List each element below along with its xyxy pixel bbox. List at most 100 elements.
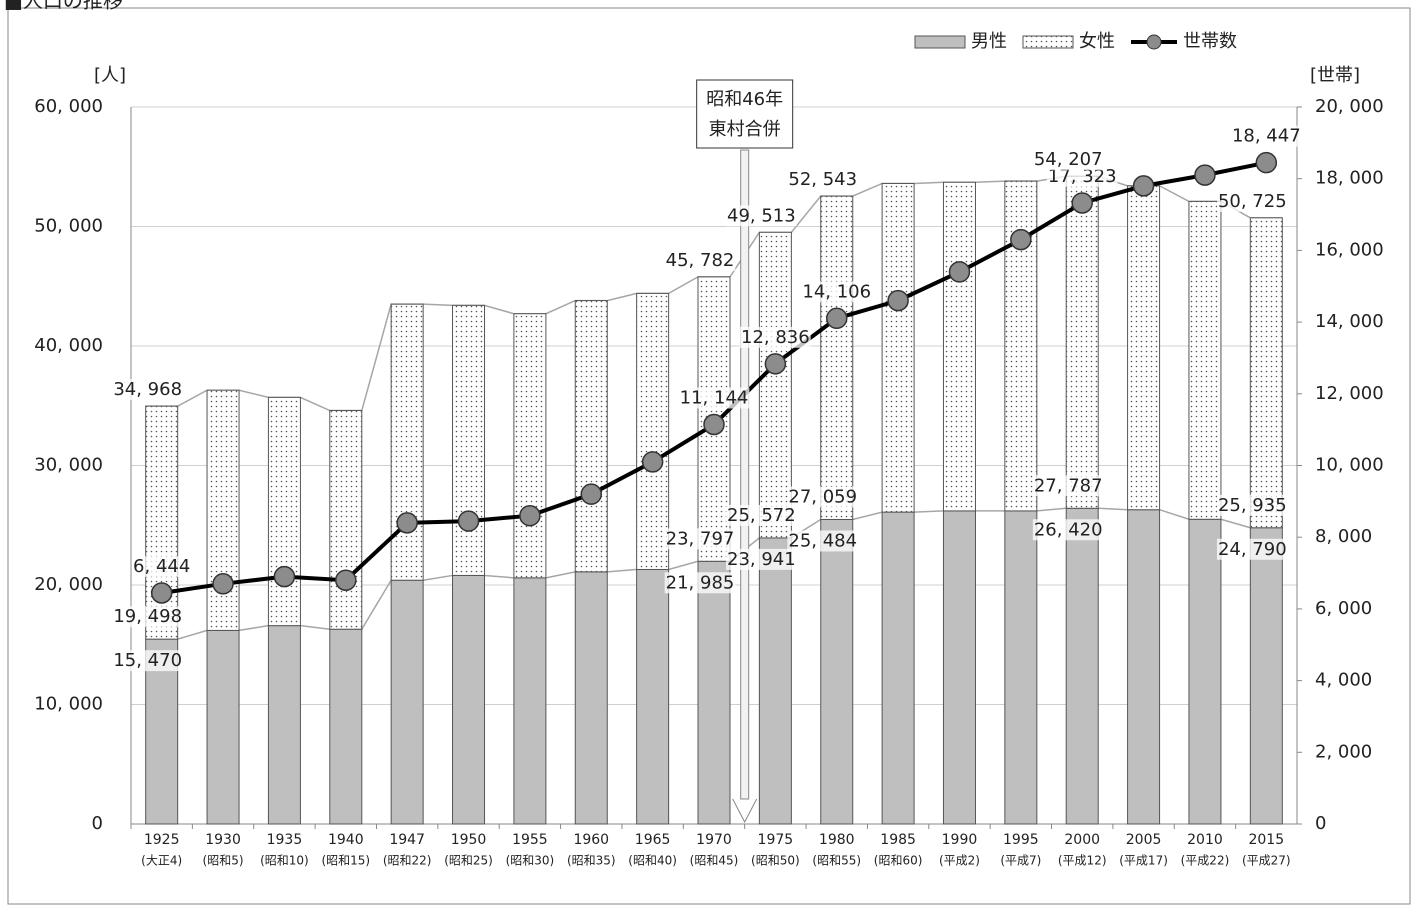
data-label-bg: [801, 281, 873, 303]
x-tick-sublabel: (昭和60): [874, 854, 923, 868]
bar: [145, 405, 179, 640]
data-label-bg: [726, 548, 797, 570]
data-label: 18, 447: [1232, 126, 1301, 147]
line-point: [1010, 228, 1032, 251]
y-tick-label: 10, 000: [34, 694, 103, 715]
bar: [1065, 507, 1099, 825]
x-tick-label: 1965: [635, 832, 671, 848]
line-point: [519, 504, 541, 527]
y2-tick-label: 18, 000: [1315, 168, 1384, 189]
x-tick-label: 1970: [696, 832, 732, 848]
x-tick-label: 1960: [573, 832, 609, 848]
line-point: [1132, 175, 1155, 197]
x-tick-sublabel: (昭和30): [506, 854, 555, 868]
bar: [1065, 175, 1099, 509]
data-label: 15, 470: [113, 650, 182, 671]
data-label: 24, 790: [1218, 539, 1287, 560]
bar: [820, 195, 854, 520]
data-label-bg: [787, 530, 859, 552]
bar: [513, 313, 547, 579]
bar: [452, 304, 486, 576]
bar: [1127, 509, 1161, 825]
data-label: 11, 144: [680, 387, 749, 408]
bar: [881, 511, 915, 825]
data-label: 27, 787: [1034, 475, 1103, 496]
legend-marker: [1146, 34, 1162, 50]
data-label-bg: [132, 555, 192, 577]
bar: [942, 181, 976, 512]
data-label: 6, 444: [133, 556, 190, 577]
bar: [390, 579, 424, 825]
y-tick-label: 30, 000: [34, 455, 103, 476]
y-tick-label: 20, 000: [34, 574, 103, 595]
bar: [1249, 527, 1283, 825]
y2-tick-label: 4, 000: [1315, 670, 1372, 691]
bar: [636, 568, 670, 825]
data-label: 25, 572: [727, 505, 796, 526]
data-label: 17, 323: [1048, 166, 1117, 187]
y-tick-label: 60, 000: [34, 96, 103, 117]
x-tick-label: 1985: [880, 832, 916, 848]
data-label: 21, 985: [666, 572, 735, 593]
line-point: [641, 451, 664, 473]
bar: [881, 182, 915, 513]
data-label-bg: [1032, 519, 1104, 541]
bar: [574, 300, 608, 573]
data-label: 26, 420: [1034, 519, 1103, 540]
line-point: [825, 307, 848, 330]
data-label-bg: [678, 387, 750, 409]
x-tick-label: 1955: [512, 832, 548, 848]
y-tick-label: 0: [92, 813, 103, 834]
bar: [390, 303, 424, 581]
x-tick-label: 2005: [1126, 832, 1162, 848]
line-point: [396, 512, 418, 534]
bar: [1127, 185, 1161, 511]
y2-tick-label: 8, 000: [1315, 526, 1372, 547]
x-tick-sublabel: (平成17): [1119, 854, 1168, 868]
bar: [942, 510, 976, 825]
legend-label: 男性: [971, 31, 1007, 52]
data-label-bg: [1046, 165, 1118, 187]
bar: [1004, 510, 1038, 825]
x-tick-label: 1940: [328, 832, 364, 848]
line-point: [1071, 192, 1093, 214]
data-label-bg: [112, 606, 184, 628]
data-label: 25, 484: [788, 530, 857, 551]
x-tick-label: 1947: [389, 832, 425, 848]
x-tick-label: 1935: [267, 832, 303, 848]
bar: [574, 571, 608, 825]
data-label-bg: [1216, 538, 1288, 560]
data-label: 12, 836: [741, 327, 810, 348]
legend-label: 女性: [1079, 31, 1115, 52]
data-label-bg: [787, 169, 859, 191]
bar: [1249, 217, 1283, 529]
bar: [206, 629, 240, 825]
line-point: [580, 483, 603, 505]
x-tick-label: 2000: [1064, 832, 1100, 848]
y2-tick-label: 2, 000: [1315, 741, 1372, 762]
x-tick-sublabel: (昭和40): [628, 854, 677, 868]
line-point: [212, 573, 234, 595]
bar: [329, 410, 363, 630]
data-label-bg: [112, 379, 184, 401]
y2-tick-label: 16, 000: [1315, 239, 1384, 260]
bar: [1188, 200, 1222, 520]
x-tick-sublabel: (昭和45): [690, 854, 739, 868]
x-tick-sublabel: (昭和15): [321, 854, 370, 868]
x-tick-sublabel: (昭和55): [812, 854, 861, 868]
x-tick-label: 1930: [205, 832, 241, 848]
x-tick-label: 2015: [1248, 832, 1284, 848]
x-tick-sublabel: (昭和10): [260, 854, 309, 868]
data-label-bg: [740, 326, 811, 348]
data-label: 27, 059: [788, 486, 857, 507]
x-tick-sublabel: (平成7): [1000, 854, 1041, 868]
data-label-bg: [1216, 494, 1288, 516]
annotation-box: [696, 79, 794, 149]
data-label: 23, 941: [727, 549, 796, 570]
x-tick-sublabel: (昭和22): [383, 854, 432, 868]
data-label-bg: [726, 504, 797, 526]
data-label: 19, 498: [113, 606, 182, 627]
bar: [452, 574, 486, 825]
data-label: 23, 797: [666, 528, 735, 549]
